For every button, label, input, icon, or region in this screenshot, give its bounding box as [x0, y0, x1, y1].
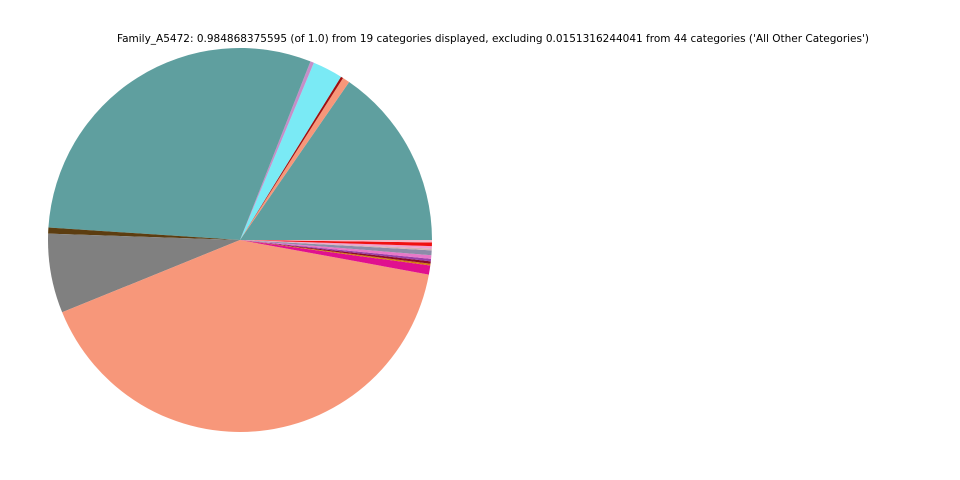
pie-slice [240, 240, 431, 264]
pie-slice [62, 240, 429, 432]
pie-slice [240, 240, 431, 266]
pie-slice [240, 240, 432, 243]
pie-slice [240, 240, 432, 249]
pie-slice [240, 61, 314, 240]
pie-slice [240, 76, 344, 240]
pie-slice [48, 233, 241, 313]
chart-title: Family_A5472: 0.984868375595 (of 1.0) fr… [117, 33, 869, 45]
pie-slice [240, 240, 432, 259]
pie-slice [240, 240, 432, 256]
pie-slice [240, 82, 432, 241]
pie-slice [48, 47, 311, 241]
pie-slice [240, 240, 432, 262]
pie-slice [240, 62, 341, 240]
pie-slice [240, 240, 432, 251]
pie-slice [240, 240, 431, 275]
pie-slice [240, 240, 432, 247]
pie-slice [240, 77, 350, 241]
pie-slice [48, 227, 240, 240]
